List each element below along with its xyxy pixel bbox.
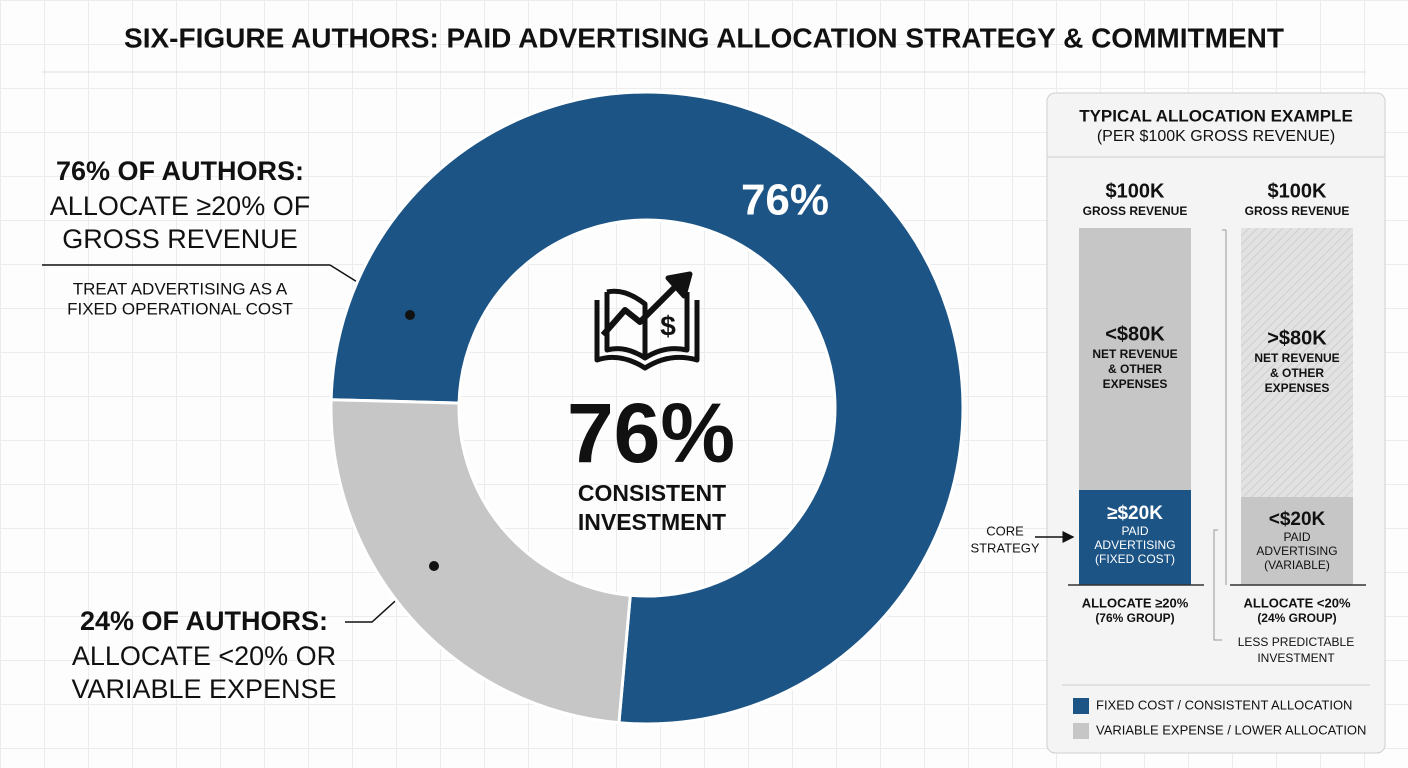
bar-caption-sub: (24% GROUP) bbox=[1257, 611, 1336, 625]
panel-subtitle: (PER $100K GROSS REVENUE) bbox=[1097, 128, 1335, 145]
center-label: INVESTMENT bbox=[578, 509, 726, 535]
bracket bbox=[1213, 529, 1222, 641]
callout-text: VARIABLE EXPENSE bbox=[71, 674, 336, 704]
bar-top-value: $100K bbox=[1106, 180, 1165, 202]
bar-upper bbox=[1079, 228, 1191, 490]
chart-title: SIX-FIGURE AUTHORS: PAID ADVERTISING ALL… bbox=[124, 22, 1284, 53]
bar-lower-value: <$20K bbox=[1269, 509, 1326, 530]
center-value: 76% bbox=[567, 386, 735, 480]
core-label: CORE bbox=[986, 523, 1024, 538]
bar-lower-text: (FIXED COST) bbox=[1095, 552, 1175, 566]
legend-swatch bbox=[1073, 698, 1089, 714]
bar-upper bbox=[1241, 228, 1353, 497]
legend-label: FIXED COST / CONSISTENT ALLOCATION bbox=[1096, 697, 1352, 712]
bar-top-value: $100K bbox=[1268, 180, 1327, 202]
bar-lower-text: ADVERTISING bbox=[1256, 544, 1337, 558]
callout-heading: 24% OF AUTHORS: bbox=[80, 606, 328, 636]
legend-swatch bbox=[1073, 723, 1089, 739]
callout-text: ALLOCATE <20% OR bbox=[72, 641, 336, 671]
callout-heading: 76% OF AUTHORS: bbox=[56, 156, 304, 186]
bar-caption-sub: (76% GROUP) bbox=[1095, 611, 1174, 625]
bar-upper-text: & OTHER bbox=[1270, 366, 1324, 380]
bar-lower-text: PAID bbox=[1121, 524, 1148, 538]
bar-upper-value: <$80K bbox=[1105, 323, 1165, 345]
slice-label: 76% bbox=[741, 176, 829, 225]
core-label: STRATEGY bbox=[970, 540, 1039, 555]
bar-lower-text: (VARIABLE) bbox=[1264, 558, 1330, 572]
bar-upper-value: >$80K bbox=[1267, 327, 1327, 349]
bar-upper-text: NET REVENUE bbox=[1254, 351, 1339, 365]
panel-title: TYPICAL ALLOCATION EXAMPLE bbox=[1079, 106, 1353, 125]
bar-upper-text: EXPENSES bbox=[1103, 377, 1168, 391]
dollar-sign: $ bbox=[660, 310, 676, 341]
callout-note: TREAT ADVERTISING AS A bbox=[73, 279, 288, 298]
center-label: CONSISTENT bbox=[578, 480, 726, 506]
side-note: INVESTMENT bbox=[1257, 651, 1335, 665]
bar-lower bbox=[1079, 490, 1191, 585]
bar-lower-value: ≥$20K bbox=[1107, 503, 1163, 524]
callout-text: ALLOCATE ≥20% OF bbox=[50, 191, 310, 221]
bar-top-label: GROSS REVENUE bbox=[1245, 204, 1350, 218]
donut-slice bbox=[329, 398, 632, 725]
bar-upper-text: & OTHER bbox=[1108, 362, 1162, 376]
legend-label: VARIABLE EXPENSE / LOWER ALLOCATION bbox=[1096, 722, 1366, 737]
callout-note: FIXED OPERATIONAL COST bbox=[67, 299, 293, 318]
book-icon: $ bbox=[594, 271, 700, 371]
callout-dot bbox=[405, 310, 415, 320]
bar-upper-text: EXPENSES bbox=[1265, 381, 1330, 395]
bar-caption: ALLOCATE ≥20% bbox=[1082, 595, 1189, 610]
callout-text: GROSS REVENUE bbox=[62, 224, 298, 254]
side-note: LESS PREDICTABLE bbox=[1238, 635, 1354, 649]
bar-caption: ALLOCATE <20% bbox=[1243, 595, 1350, 610]
donut-slice bbox=[329, 90, 965, 726]
callout-dot bbox=[429, 561, 439, 571]
bar-top-label: GROSS REVENUE bbox=[1083, 204, 1188, 218]
bar-upper-text: NET REVENUE bbox=[1092, 347, 1177, 361]
bar-lower-text: PAID bbox=[1283, 530, 1310, 544]
bar-lower-text: ADVERTISING bbox=[1094, 538, 1175, 552]
bar-lower bbox=[1241, 497, 1353, 585]
